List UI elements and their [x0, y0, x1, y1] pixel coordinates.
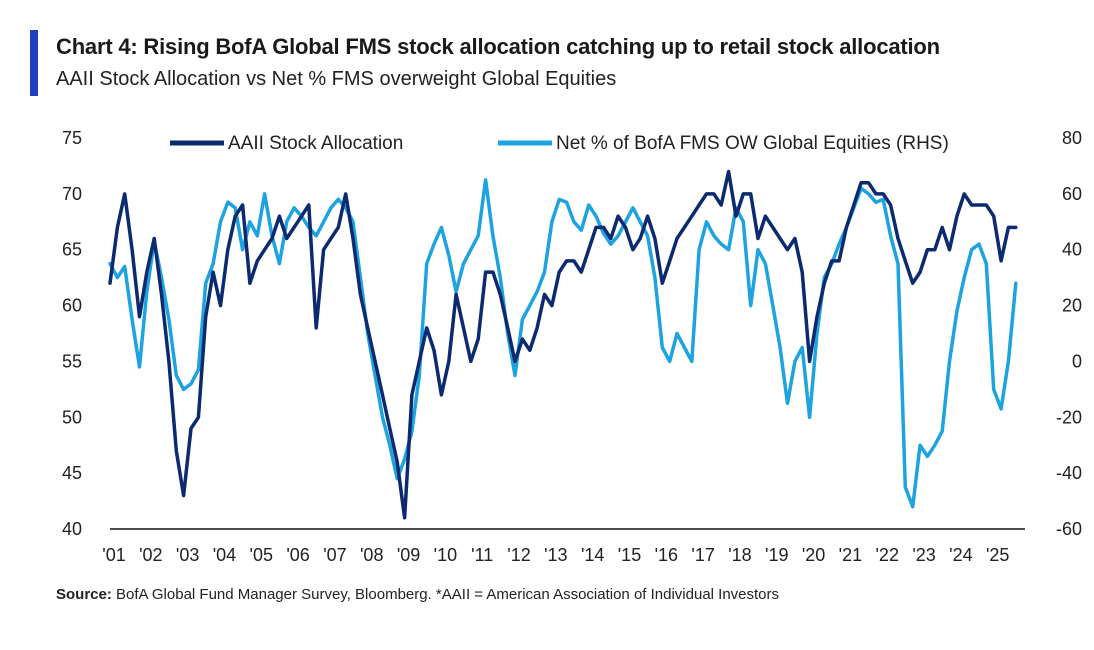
y-left-tick-label: 65 — [62, 240, 82, 260]
source-note: Source: BofA Global Fund Manager Survey,… — [56, 586, 779, 603]
chart-subtitle: AAII Stock Allocation vs Net % FMS overw… — [56, 68, 617, 90]
y-left-tick-label: 40 — [62, 519, 82, 539]
y-left-tick-label: 60 — [62, 296, 82, 316]
title-accent-bar — [30, 30, 38, 96]
x-tick-label: '11 — [471, 545, 493, 565]
x-tick-label: '16 — [655, 545, 678, 565]
axes: 40 45 50 55 60 65 70 75 -60 -40 -20 0 20 40 60 80 '01 '02… — [62, 128, 1082, 565]
x-tick-label: '12 — [507, 545, 530, 565]
x-tick-label: '02 — [139, 545, 162, 565]
x-tick-label: '21 — [839, 545, 862, 565]
x-tick-label: '13 — [544, 545, 567, 565]
x-tick-label: '06 — [286, 545, 309, 565]
x-tick-label: '18 — [728, 545, 751, 565]
y-left-tick-label: 45 — [62, 463, 82, 483]
y-left-tick-label: 70 — [62, 184, 82, 204]
x-tick-label: '19 — [765, 545, 788, 565]
chart-title: Chart 4: Rising BofA Global FMS stock al… — [56, 34, 940, 59]
y-right-tick-label: 20 — [1062, 296, 1082, 316]
x-tick-label: '14 — [581, 545, 604, 565]
legend-label-fms: Net % of BofA FMS OW Global Equities (RH… — [556, 133, 949, 154]
x-tick-label: '05 — [250, 545, 273, 565]
x-tick-label: '24 — [949, 545, 972, 565]
x-tick-label: '20 — [802, 545, 825, 565]
y-right-tick-label: -60 — [1056, 519, 1082, 539]
series-line-aaii — [108, 169, 1018, 520]
legend: AAII Stock Allocation Net % of BofA FMS … — [170, 133, 949, 154]
x-tick-label: '23 — [912, 545, 935, 565]
x-tick-label: '22 — [876, 545, 899, 565]
x-tick-label: '09 — [397, 545, 420, 565]
x-tick-label: '08 — [360, 545, 383, 565]
x-tick-label: '07 — [323, 545, 346, 565]
y-left-tick-label: 75 — [62, 128, 82, 148]
y-right-tick-label: 40 — [1062, 240, 1082, 260]
x-tick-label: '10 — [434, 545, 457, 565]
series-line-fms — [108, 178, 1018, 509]
series-lines — [108, 169, 1018, 520]
y-right-tick-label: 80 — [1062, 128, 1082, 148]
legend-label-aaii: AAII Stock Allocation — [228, 133, 403, 154]
x-tick-label: '04 — [213, 545, 236, 565]
y-right-tick-label: -20 — [1056, 407, 1082, 427]
y-right-tick-label: -40 — [1056, 463, 1082, 483]
x-tick-label: '03 — [176, 545, 199, 565]
source-text: BofA Global Fund Manager Survey, Bloombe… — [116, 586, 780, 603]
y-right-tick-label: 0 — [1072, 351, 1082, 371]
source-label: Source: — [56, 586, 112, 603]
y-left-tick-label: 50 — [62, 407, 82, 427]
x-tick-label: '17 — [691, 545, 714, 565]
x-tick-label: '01 — [102, 545, 125, 565]
x-tick-label: '15 — [618, 545, 641, 565]
y-left-tick-label: 55 — [62, 351, 82, 371]
y-right-tick-label: 60 — [1062, 184, 1082, 204]
x-tick-label: '25 — [986, 545, 1009, 565]
